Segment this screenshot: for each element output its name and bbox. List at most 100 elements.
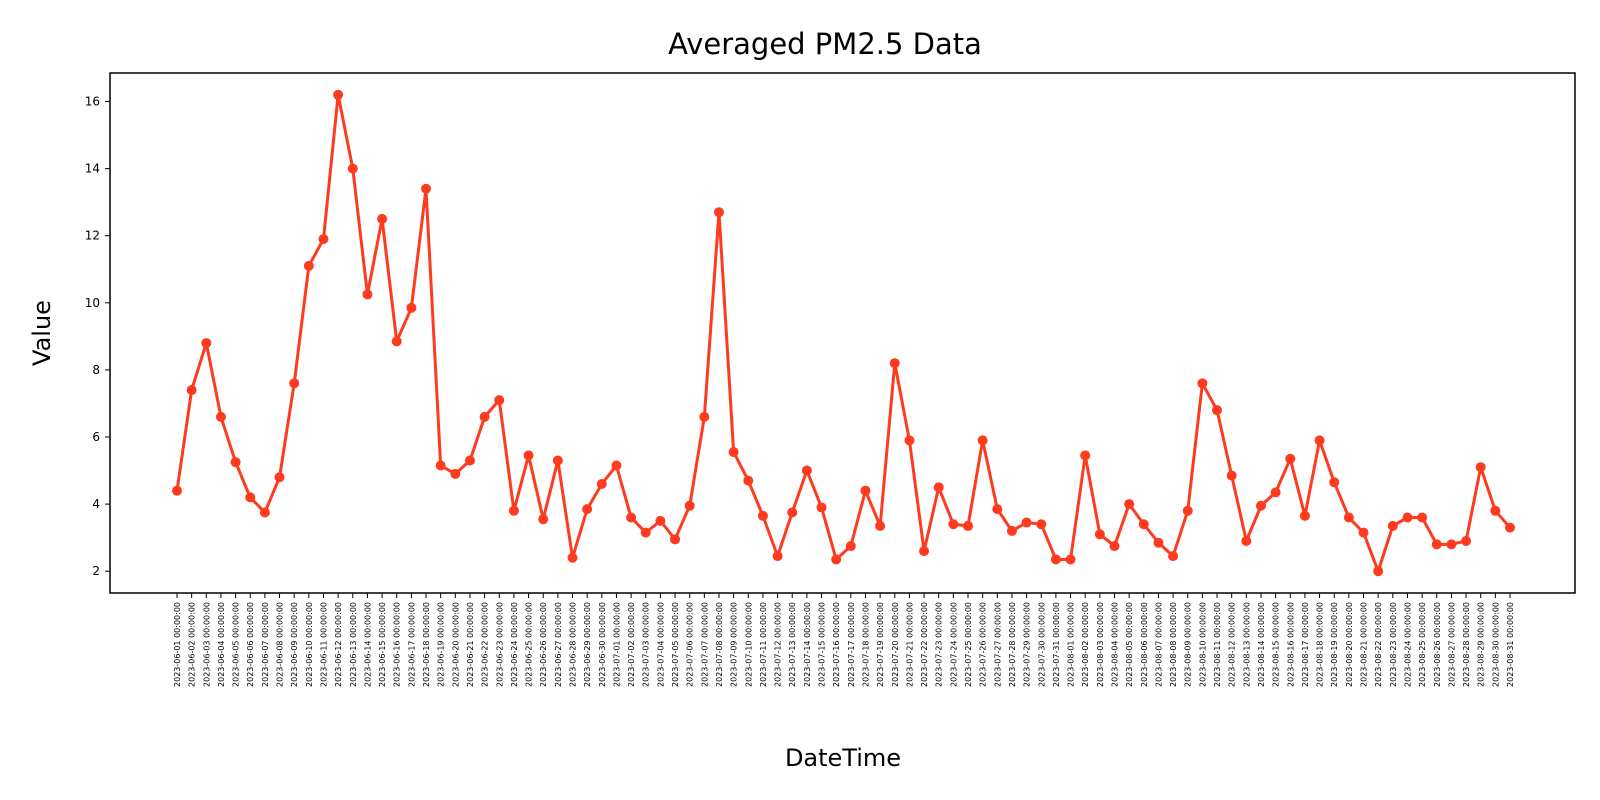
x-tick-label: 2023-07-30 00:00:00 (1037, 602, 1046, 687)
data-point (377, 213, 388, 224)
data-point (1299, 510, 1310, 521)
x-tick-label: 2023-07-21 00:00:00 (905, 602, 914, 687)
x-tick-label: 2023-07-12 00:00:00 (774, 602, 783, 687)
x-tick-label: 2023-07-29 00:00:00 (1023, 602, 1032, 687)
x-tick-label: 2023-07-11 00:00:00 (759, 602, 768, 687)
data-point (1021, 517, 1032, 528)
x-tick-label: 2023-08-23 00:00:00 (1389, 602, 1398, 687)
x-tick-label: 2023-06-04 00:00:00 (217, 602, 226, 687)
x-tick-label: 2023-08-28 00:00:00 (1462, 602, 1471, 687)
data-point (333, 89, 344, 100)
x-tick-label: 2023-06-21 00:00:00 (466, 602, 475, 687)
x-tick-label: 2023-07-18 00:00:00 (861, 602, 870, 687)
data-point (948, 519, 959, 530)
x-tick-label: 2023-08-10 00:00:00 (1198, 602, 1207, 687)
series-line (175, 93, 1512, 573)
x-tick-label: 2023-07-26 00:00:00 (979, 602, 988, 687)
data-point (1402, 512, 1413, 523)
data-point (1285, 453, 1296, 464)
data-point (1314, 435, 1325, 446)
x-tick-label: 2023-06-19 00:00:00 (437, 602, 446, 687)
y-tick-label: 6 (92, 430, 100, 444)
x-tick-label: 2023-08-01 00:00:00 (1067, 602, 1076, 687)
x-tick-label: 2023-07-25 00:00:00 (964, 602, 973, 687)
x-tick-label: 2023-08-12 00:00:00 (1228, 602, 1237, 687)
x-tick-label: 2023-06-23 00:00:00 (495, 602, 504, 687)
x-tick-label: 2023-08-30 00:00:00 (1491, 602, 1500, 687)
x-tick-label: 2023-06-24 00:00:00 (510, 602, 519, 687)
data-point (450, 468, 461, 479)
x-tick-label: 2023-06-10 00:00:00 (305, 602, 314, 687)
x-tick-label: 2023-08-07 00:00:00 (1154, 602, 1163, 687)
data-point (904, 435, 915, 446)
x-axis-label: DateTime (785, 744, 901, 772)
data-point (1446, 539, 1457, 550)
data-point (318, 234, 329, 245)
data-point (347, 163, 358, 174)
x-tick-label: 2023-08-20 00:00:00 (1345, 602, 1354, 687)
x-tick-label: 2023-08-25 00:00:00 (1418, 602, 1427, 687)
plot-frame (109, 72, 1576, 594)
x-tick-label: 2023-06-12 00:00:00 (334, 602, 343, 687)
data-point (1358, 527, 1369, 538)
data-point (567, 552, 578, 563)
data-point (362, 289, 373, 300)
y-tick-label: 4 (92, 497, 100, 511)
x-tick-label: 2023-06-17 00:00:00 (407, 602, 416, 687)
x-tick-label: 2023-06-05 00:00:00 (232, 602, 241, 687)
data-point (1168, 551, 1179, 562)
x-tick-label: 2023-08-17 00:00:00 (1301, 602, 1310, 687)
data-point (670, 534, 681, 545)
x-tick-label: 2023-07-06 00:00:00 (686, 602, 695, 687)
x-tick-label: 2023-07-23 00:00:00 (935, 602, 944, 687)
x-tick-label: 2023-08-21 00:00:00 (1360, 602, 1369, 687)
x-tick-label: 2023-08-02 00:00:00 (1081, 602, 1090, 687)
x-tick-label: 2023-06-29 00:00:00 (583, 602, 592, 687)
data-point (1387, 520, 1398, 531)
x-tick-label: 2023-07-02 00:00:00 (627, 602, 636, 687)
x-tick-label: 2023-08-11 00:00:00 (1213, 602, 1222, 687)
data-point (1226, 470, 1237, 481)
data-point (230, 457, 241, 468)
x-tick-label: 2023-07-19 00:00:00 (876, 602, 885, 687)
data-point (1065, 554, 1076, 565)
x-tick-label: 2023-07-07 00:00:00 (700, 602, 709, 687)
x-tick-label: 2023-08-15 00:00:00 (1272, 602, 1281, 687)
y-tick-label: 8 (92, 363, 100, 377)
x-tick-label: 2023-08-16 00:00:00 (1286, 602, 1295, 687)
data-point (611, 460, 622, 471)
data-point (933, 482, 944, 493)
x-tick-label: 2023-07-03 00:00:00 (642, 602, 651, 687)
x-tick-label: 2023-07-22 00:00:00 (920, 602, 929, 687)
x-tick-label: 2023-07-05 00:00:00 (671, 602, 680, 687)
data-point (728, 447, 739, 458)
data-point (1006, 525, 1017, 536)
x-tick-label: 2023-06-15 00:00:00 (378, 602, 387, 687)
data-point (1255, 500, 1266, 511)
data-point (860, 485, 871, 496)
data-point (494, 395, 505, 406)
x-tick-label: 2023-08-05 00:00:00 (1125, 602, 1134, 687)
data-point (1212, 405, 1223, 416)
data-point (1461, 536, 1472, 546)
data-point (919, 546, 930, 557)
data-point (552, 455, 563, 466)
x-tick-label: 2023-06-13 00:00:00 (349, 602, 358, 687)
data-point (1373, 566, 1384, 577)
x-tick-label: 2023-06-08 00:00:00 (276, 602, 285, 687)
x-tick-label: 2023-08-08 00:00:00 (1169, 602, 1178, 687)
data-point (186, 385, 197, 396)
x-tick-label: 2023-07-27 00:00:00 (993, 602, 1002, 687)
data-point (1153, 537, 1164, 548)
data-point (274, 472, 285, 483)
x-tick-label: 2023-06-06 00:00:00 (246, 602, 255, 687)
x-tick-label: 2023-07-20 00:00:00 (891, 602, 900, 687)
x-tick-label: 2023-08-18 00:00:00 (1316, 602, 1325, 687)
data-point (289, 378, 300, 389)
x-tick-label: 2023-08-04 00:00:00 (1110, 602, 1119, 687)
data-point (391, 336, 402, 347)
y-tick-label: 10 (85, 296, 100, 310)
data-point (464, 455, 475, 466)
x-tick-label: 2023-06-18 00:00:00 (422, 602, 431, 687)
data-point (772, 551, 783, 562)
